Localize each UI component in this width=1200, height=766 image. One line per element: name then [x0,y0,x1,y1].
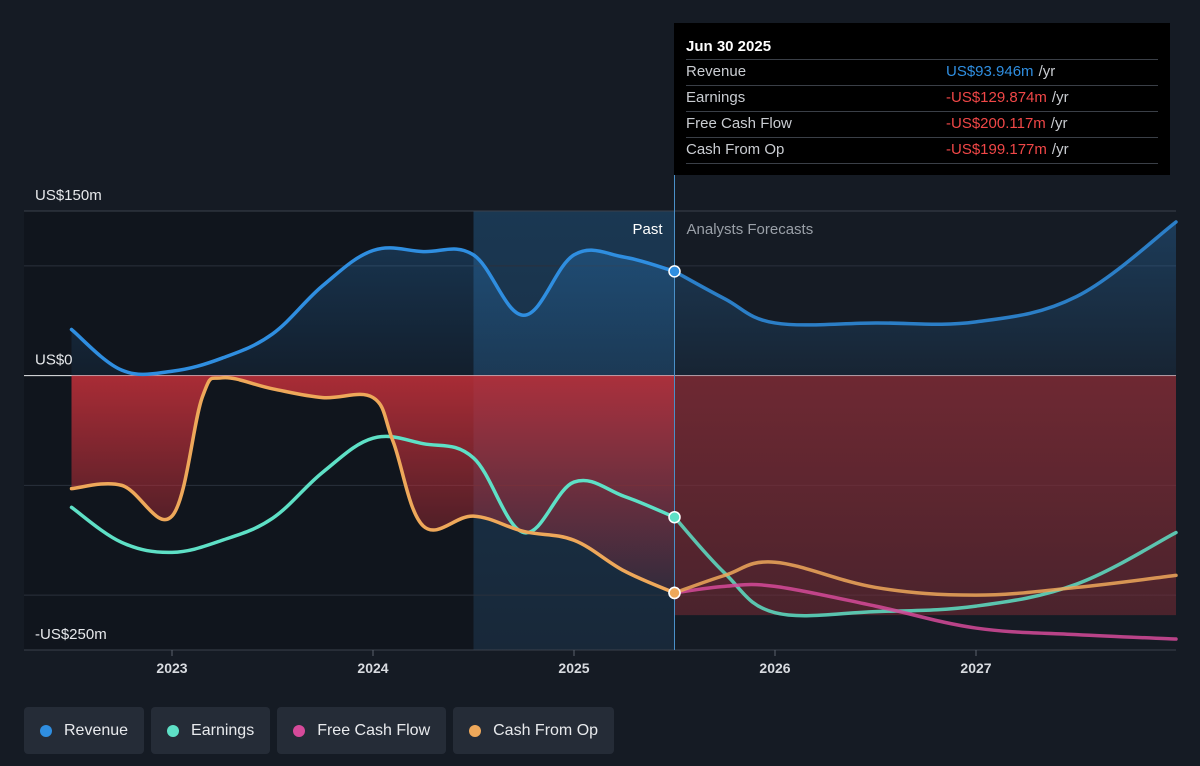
tooltip-unit: /yr [1051,141,1069,158]
tooltip-unit: /yr [1038,63,1056,80]
x-tick-label: 2026 [759,660,790,676]
tooltip-unit: /yr [1050,115,1068,132]
legend-item-cash-from-op[interactable]: Cash From Op [453,707,615,754]
past-label: Past [632,221,663,238]
tooltip-value: -US$200.117m [946,115,1046,132]
series-lines [69,220,1178,641]
x-tick-label: 2025 [558,660,589,676]
earnings-line-past [69,434,677,555]
legend: Revenue Earnings Free Cash Flow Cash Fro… [24,707,615,754]
x-tick-label: 2024 [357,660,388,676]
tooltip-row-cash-from-op: Cash From Op -US$199.177m /yr [686,137,1158,164]
legend-dot-icon [40,724,52,737]
legend-item-revenue[interactable]: Revenue [24,707,145,754]
x-axis-labels: 2023 2024 2025 2026 2027 [156,650,992,676]
y-axis-labels: US$150m US$0 -US$250m [35,187,107,643]
tooltip-panel: Jun 30 2025 Revenue US$93.946m /yr Earni… [674,23,1170,175]
tooltip-label: Free Cash Flow [686,115,792,132]
tooltip-unit: /yr [1051,89,1069,106]
tooltip-label: Revenue [686,63,747,80]
legend-item-earnings[interactable]: Earnings [151,707,271,754]
revenue-area [71,221,1176,376]
legend-dot-icon [167,724,180,737]
revenue-line-past [69,246,677,377]
tooltip-row-revenue: Revenue US$93.946m /yr [686,59,1158,85]
y-tick-label: US$150m [35,187,102,204]
legend-label: Cash From Op [493,721,599,739]
tooltip-label: Earnings [686,89,746,106]
tooltip-label: Cash From Op [686,141,785,158]
cash-from-op-line-past [69,375,677,595]
y-tick-label: -US$250m [35,626,107,643]
tooltip-row-earnings: Earnings -US$129.874m /yr [686,85,1158,111]
current-markers [668,265,681,600]
tooltip-date: Jun 30 2025 [686,38,772,55]
tooltip-value: -US$129.874m [946,89,1047,106]
negative-area-forecast [674,375,1176,616]
tooltip-row-free-cash-flow: Free Cash Flow -US$200.117m /yr [686,111,1158,137]
revenue-line-forecast [672,220,1178,327]
x-tick-label: 2027 [960,660,991,676]
series-areas [71,221,1176,616]
cash-from-op-line-forecast [672,560,1178,597]
tooltip-value: -US$199.177m [946,141,1047,158]
cash-from-op-marker [668,586,681,600]
forecast-label: Analysts Forecasts [687,221,814,238]
tooltip-value: US$93.946m [946,63,1034,80]
free-cash-flow-line-forecast [672,582,1178,641]
legend-item-free-cash-flow[interactable]: Free Cash Flow [277,707,447,754]
legend-label: Earnings [191,721,255,739]
legend-label: Free Cash Flow [317,721,431,739]
revenue-marker [668,265,681,278]
legend-label: Revenue [64,721,129,739]
legend-dot-icon [293,724,306,737]
x-tick-label: 2023 [156,660,187,676]
legend-dot-icon [469,724,482,737]
negative-area-past [71,375,675,593]
y-tick-label: US$0 [35,352,73,369]
earnings-marker [668,510,681,524]
